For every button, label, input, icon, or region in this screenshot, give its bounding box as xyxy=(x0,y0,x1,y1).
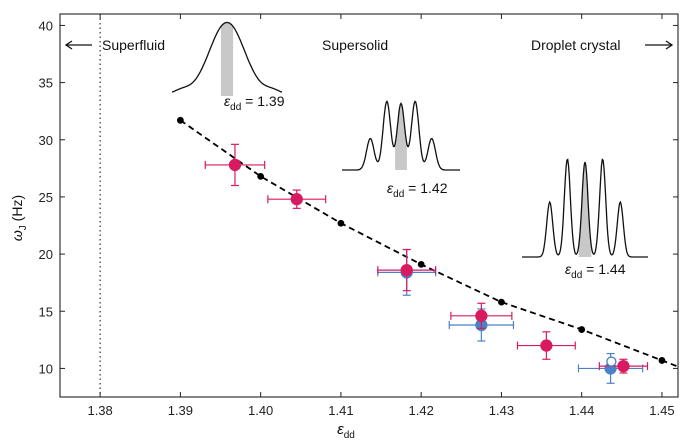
region-labels: Superfluid Supersolid Droplet crystal xyxy=(102,37,620,53)
inset-3-eps-value: = 1.44 xyxy=(582,261,625,277)
axes: 1.38 1.39 1.40 1.41 1.42 1.43 1.44 1.45 10 15 20 25… xyxy=(39,13,679,418)
x-tick-label: 1.40 xyxy=(248,403,273,418)
inset-3-eps-sub: dd xyxy=(571,270,582,281)
x-tick-label: 1.39 xyxy=(168,403,193,418)
data-point-pink xyxy=(516,331,576,360)
y-tick-label: 25 xyxy=(39,190,53,205)
data-point-pink xyxy=(267,189,327,209)
theory-dashed-line xyxy=(179,119,679,368)
data-marker xyxy=(228,158,242,172)
supersolid-label: Supersolid xyxy=(322,37,388,53)
inset-2-eps-sub: dd xyxy=(393,189,404,200)
theory-curve xyxy=(176,116,679,368)
insets: εdd = 1.39 εdd = 1.42 εdd = 1.44 xyxy=(171,21,648,281)
x-tick-label: 1.42 xyxy=(409,403,434,418)
theory-point xyxy=(337,219,345,227)
arrow-head xyxy=(64,40,73,50)
x-tick-label: 1.45 xyxy=(649,403,674,418)
droplet-crystal-arrow xyxy=(645,40,674,50)
open-marker-point xyxy=(606,356,617,367)
y-axis-label: ωJ (Hz) xyxy=(9,195,29,241)
data-point-pink xyxy=(377,248,437,292)
x-tick-label: 1.38 xyxy=(87,403,112,418)
theory-point xyxy=(578,326,586,333)
inset-1-eps-sub: dd xyxy=(230,102,241,113)
x-tick-label: 1.43 xyxy=(489,403,514,418)
data-marker xyxy=(475,309,488,322)
inset-1: εdd = 1.39 xyxy=(171,21,285,113)
superfluid-arrow xyxy=(64,40,92,50)
y-tick-label: 30 xyxy=(39,133,53,148)
plot-frame xyxy=(59,13,679,398)
data-marker xyxy=(290,193,303,206)
y-axis-label-sub: J xyxy=(18,225,29,230)
inset-3-shade xyxy=(578,162,592,257)
data-point-pink xyxy=(450,302,513,330)
theory-point xyxy=(417,260,425,268)
y-tick-label: 35 xyxy=(39,76,53,91)
droplet-crystal-label: Droplet crystal xyxy=(531,37,620,53)
axis-labels: εdd ωJ (Hz) xyxy=(9,195,355,441)
inset-2-eps-symbol: ε xyxy=(387,180,394,196)
data-point-pink xyxy=(204,143,266,187)
inset-2-eps-value: = 1.42 xyxy=(404,180,447,196)
data-marker xyxy=(617,359,630,373)
inset-1-shade xyxy=(220,22,234,96)
inset-1-eps-symbol: ε xyxy=(224,93,231,109)
x-tick-label: 1.44 xyxy=(569,403,594,418)
y-axis-label-unit: (Hz) xyxy=(9,195,25,225)
x-axis-label-symbol: ε xyxy=(337,421,344,438)
arrow-head xyxy=(665,40,674,50)
inset-3-density-profile xyxy=(522,158,648,258)
inset-1-eps-value: = 1.39 xyxy=(241,93,284,109)
x-axis-label: εdd xyxy=(337,421,355,441)
inset-2-density-profile xyxy=(342,100,460,171)
inset-3: εdd = 1.44 xyxy=(522,158,648,281)
theory-point xyxy=(498,298,505,306)
data-marker xyxy=(540,339,553,352)
inset-2-label: εdd = 1.42 xyxy=(387,180,448,200)
data-points xyxy=(204,143,649,384)
data-marker xyxy=(400,263,413,277)
data-point-pink xyxy=(598,358,649,374)
y-axis-label-symbol: ω xyxy=(9,230,25,241)
x-axis-label-sub: dd xyxy=(344,430,355,441)
y-tick-label: 15 xyxy=(39,304,53,319)
superfluid-label: Superfluid xyxy=(102,37,165,53)
inset-1-label: εdd = 1.39 xyxy=(224,93,285,113)
inset-1-density-profile xyxy=(171,21,283,93)
inset-2: εdd = 1.42 xyxy=(342,100,460,200)
open-marker xyxy=(606,356,617,367)
theory-point xyxy=(658,357,666,364)
inset-2-shade xyxy=(395,103,407,170)
y-tick-label: 10 xyxy=(39,361,53,376)
theory-point xyxy=(257,172,265,180)
y-tick-label: 40 xyxy=(39,18,53,33)
y-tick-label: 20 xyxy=(39,247,53,262)
inset-3-label: εdd = 1.44 xyxy=(565,261,626,281)
x-tick-label: 1.41 xyxy=(328,403,353,418)
theory-point xyxy=(176,116,184,124)
inset-3-eps-symbol: ε xyxy=(565,261,572,277)
